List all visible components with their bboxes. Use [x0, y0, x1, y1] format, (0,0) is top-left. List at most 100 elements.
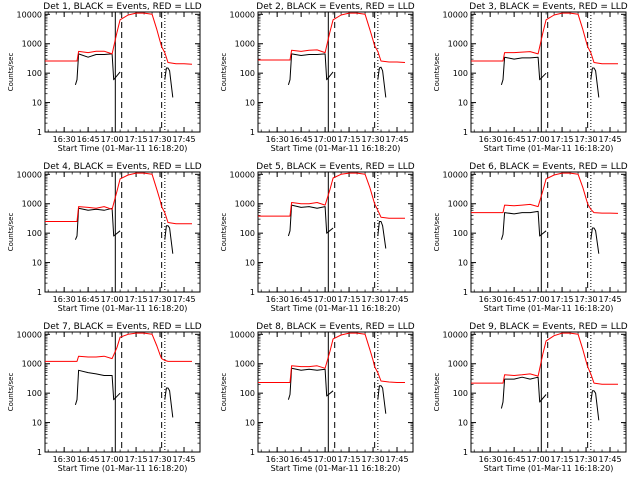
- plot-frame: [44, 331, 201, 453]
- y-tick-label: 10: [245, 259, 255, 268]
- plot-frame: [257, 331, 414, 453]
- x-tick-label: 17:00: [314, 135, 337, 144]
- x-tick-label: 17:00: [314, 295, 337, 304]
- events-series-line: [500, 376, 600, 421]
- x-axis-label: Start Time (01-Mar-11 16:18:20): [58, 464, 188, 473]
- x-tick-label: 16:30: [53, 455, 76, 464]
- y-tick-label: 10000: [230, 10, 255, 19]
- x-tick-label: 17:45: [598, 455, 621, 464]
- panel-title: Det 8, BLACK = Events, RED = LLD: [256, 322, 415, 332]
- y-axis-label: Counts/sec: [7, 373, 15, 412]
- panel-title: Det 3, BLACK = Events, RED = LLD: [469, 2, 628, 12]
- x-tick-label: 16:45: [290, 455, 313, 464]
- x-axis-label: Start Time (01-Mar-11 16:18:20): [58, 144, 188, 153]
- panel-title: Det 7, BLACK = Events, RED = LLD: [43, 322, 202, 332]
- plot-frame: [470, 331, 627, 453]
- x-tick-label: 17:45: [172, 295, 195, 304]
- lld-series-line: [258, 172, 405, 219]
- y-tick-label: 1: [463, 288, 468, 297]
- x-tick-label: 17:15: [551, 295, 574, 304]
- x-tick-label: 17:15: [338, 455, 361, 464]
- plot-frame: [44, 171, 201, 293]
- events-series-line: [74, 369, 174, 418]
- y-tick-label: 100: [453, 389, 468, 398]
- lld-series-line: [471, 12, 618, 65]
- y-axis-label: Counts/sec: [433, 53, 441, 92]
- y-axis-label: Counts/sec: [220, 213, 228, 252]
- panel-title: Det 4, BLACK = Events, RED = LLD: [43, 162, 202, 172]
- x-tick-label: 17:00: [101, 135, 124, 144]
- x-tick-label: 17:00: [527, 135, 550, 144]
- y-tick-label: 10: [32, 419, 42, 428]
- y-tick-label: 100: [453, 69, 468, 78]
- x-tick-label: 16:45: [503, 135, 526, 144]
- x-tick-label: 17:00: [101, 295, 124, 304]
- y-tick-label: 1000: [22, 200, 42, 209]
- y-tick-label: 100: [240, 69, 255, 78]
- x-tick-label: 17:30: [362, 455, 385, 464]
- x-tick-label: 17:00: [527, 295, 550, 304]
- x-tick-label: 16:30: [479, 295, 502, 304]
- lld-series-line: [45, 12, 193, 65]
- y-tick-label: 10: [32, 99, 42, 108]
- x-tick-label: 17:00: [527, 455, 550, 464]
- y-tick-label: 1000: [448, 200, 468, 209]
- x-tick-label: 17:15: [125, 455, 148, 464]
- panel-det-8: Det 8, BLACK = Events, RED = LLD 1 10 100 10…: [220, 322, 415, 473]
- y-tick-label: 1: [250, 128, 255, 137]
- x-tick-label: 16:45: [290, 135, 313, 144]
- plot-frame: [470, 171, 627, 293]
- x-axis-label: Start Time (01-Mar-11 16:18:20): [484, 144, 614, 153]
- y-tick-label: 1: [463, 448, 468, 457]
- x-tick-label: 16:45: [503, 295, 526, 304]
- events-series-line: [500, 210, 600, 254]
- panel-title: Det 1, BLACK = Events, RED = LLD: [43, 2, 202, 12]
- x-tick-label: 17:30: [575, 455, 598, 464]
- y-tick-label: 1: [37, 288, 42, 297]
- x-tick-label: 17:30: [149, 295, 172, 304]
- y-tick-label: 10000: [230, 170, 255, 179]
- plot-frame: [44, 11, 201, 133]
- y-tick-label: 1000: [235, 40, 255, 49]
- y-tick-label: 1: [37, 128, 42, 137]
- x-axis-label: Start Time (01-Mar-11 16:18:20): [58, 304, 188, 313]
- events-series-line: [287, 367, 387, 414]
- plot-frame: [470, 11, 627, 133]
- x-tick-label: 17:00: [101, 455, 124, 464]
- y-tick-label: 10: [245, 99, 255, 108]
- x-tick-label: 17:30: [149, 135, 172, 144]
- x-tick-label: 17:30: [362, 135, 385, 144]
- panel-det-6: Det 6, BLACK = Events, RED = LLD 1 10 100 10…: [433, 162, 628, 313]
- x-tick-label: 16:30: [266, 295, 289, 304]
- panel-det-7: Det 7, BLACK = Events, RED = LLD 1 10 100 10…: [7, 322, 202, 473]
- x-tick-label: 17:15: [338, 135, 361, 144]
- panel-det-9: Det 9, BLACK = Events, RED = LLD 1 10 100 10…: [433, 322, 628, 473]
- panel-det-2: Det 2, BLACK = Events, RED = LLD 1 10 100 10…: [220, 2, 415, 153]
- y-tick-label: 100: [27, 69, 42, 78]
- panel-det-1: Det 1, BLACK = Events, RED = LLD 1 10 100 10…: [7, 2, 202, 153]
- y-tick-label: 1: [463, 128, 468, 137]
- y-axis-label: Counts/sec: [220, 373, 228, 412]
- panel-title: Det 2, BLACK = Events, RED = LLD: [256, 2, 415, 12]
- x-tick-label: 16:30: [266, 135, 289, 144]
- events-series-line: [287, 204, 387, 249]
- y-tick-label: 1000: [235, 200, 255, 209]
- lld-series-line: [258, 332, 405, 383]
- x-tick-label: 16:30: [479, 455, 502, 464]
- x-tick-label: 17:45: [598, 295, 621, 304]
- x-tick-label: 17:45: [385, 455, 408, 464]
- panel-det-5: Det 5, BLACK = Events, RED = LLD 1 10 100 10…: [220, 162, 415, 313]
- y-axis-label: Counts/sec: [7, 53, 15, 92]
- y-tick-label: 10000: [443, 170, 468, 179]
- plot-frame: [257, 171, 414, 293]
- panel-title: Det 6, BLACK = Events, RED = LLD: [469, 162, 628, 172]
- y-tick-label: 100: [27, 389, 42, 398]
- panel-title: Det 9, BLACK = Events, RED = LLD: [469, 322, 628, 332]
- x-axis-label: Start Time (01-Mar-11 16:18:20): [271, 144, 401, 153]
- x-tick-label: 17:45: [385, 295, 408, 304]
- x-tick-label: 17:45: [172, 135, 195, 144]
- y-tick-label: 100: [27, 229, 42, 238]
- y-tick-label: 10: [245, 419, 255, 428]
- x-tick-label: 17:45: [172, 455, 195, 464]
